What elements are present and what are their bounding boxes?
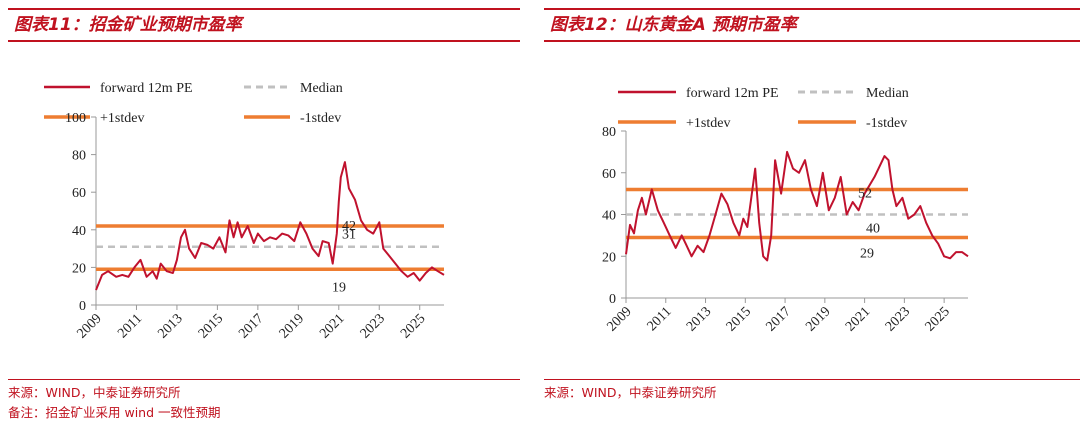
- y-tick-label: 0: [79, 299, 86, 314]
- pe-chart-right: forward 12m PE Median +1stdev -1stdev 0 20 40 6…: [602, 86, 969, 335]
- legend-label-0: forward 12m PE: [686, 86, 779, 101]
- y-tick-label: 20: [72, 261, 86, 276]
- x-tick-label: 2011: [115, 311, 145, 341]
- chart-panel-left: 图表11：招金矿业预期市盈率 forward 12m PE Median +1std…: [0, 0, 520, 438]
- y-tick-label: 40: [602, 209, 616, 224]
- y-tick-label: 100: [65, 111, 86, 126]
- y-tick-label: 80: [602, 125, 616, 140]
- legend-label-0: forward 12m PE: [100, 81, 193, 96]
- chart-panel-right: 图表12：山东黄金A 预期市盈率 forward 12m PE Median +1s…: [540, 0, 1080, 438]
- annotation-plus-1stdev: 42: [342, 219, 356, 234]
- pe-series-line: [95, 161, 445, 291]
- x-tick-label: 2011: [645, 304, 675, 334]
- x-tick-label: 2015: [196, 311, 226, 341]
- source-note: 来源：WIND，中泰证券研究所: [8, 385, 181, 400]
- legend-label-1: Median: [300, 81, 343, 96]
- legend-label-2: +1stdev: [686, 116, 730, 131]
- x-tick-label: 2017: [763, 304, 793, 334]
- figure-title: 图表12：山东黄金A 预期市盈率: [544, 8, 1080, 42]
- pe-chart-left: forward 12m PE Median +1stdev -1stdev 0 20 40 6…: [44, 81, 445, 342]
- y-tick-label: 0: [609, 292, 616, 307]
- y-tick-label: 60: [602, 167, 616, 182]
- x-tick-label: 2013: [155, 311, 185, 341]
- x-tick-label: 2023: [883, 304, 913, 334]
- annotation-median: 40: [866, 222, 880, 237]
- x-tick-label: 2017: [236, 311, 266, 341]
- x-tick-label: 2015: [724, 304, 754, 334]
- x-tick-label: 2025: [923, 304, 953, 334]
- x-tick-label: 2009: [604, 304, 634, 334]
- x-tick-label: 2023: [358, 311, 388, 341]
- remark-note: 备注：招金矿业采用 wind 一致性预期: [8, 405, 221, 420]
- legend-label-2: +1stdev: [100, 111, 144, 126]
- x-tick-label: 2019: [277, 311, 307, 341]
- legend-label-3: -1stdev: [866, 116, 907, 131]
- annotation-minus-1stdev: 19: [332, 280, 346, 295]
- y-tick-label: 40: [72, 224, 86, 239]
- y-tick-label: 60: [72, 186, 86, 201]
- x-tick-label: 2013: [684, 304, 714, 334]
- annotation-minus-1stdev: 29: [860, 246, 874, 261]
- footer-divider: [544, 379, 1080, 380]
- annotation-median: 31: [342, 228, 356, 243]
- annotation-plus-1stdev: 52: [858, 186, 872, 201]
- x-tick-label: 2025: [398, 311, 428, 341]
- legend-label-3: -1stdev: [300, 111, 341, 126]
- x-tick-label: 2019: [803, 304, 833, 334]
- x-tick-label: 2009: [74, 311, 104, 341]
- figure-title: 图表11：招金矿业预期市盈率: [8, 8, 520, 42]
- y-tick-label: 80: [72, 149, 86, 164]
- legend-label-1: Median: [866, 86, 909, 101]
- footer-divider: [8, 379, 520, 380]
- pe-series-line: [625, 150, 969, 262]
- x-tick-label: 2021: [843, 304, 873, 334]
- source-note: 来源：WIND，中泰证券研究所: [544, 385, 717, 400]
- y-tick-label: 20: [602, 250, 616, 265]
- x-tick-label: 2021: [317, 311, 347, 341]
